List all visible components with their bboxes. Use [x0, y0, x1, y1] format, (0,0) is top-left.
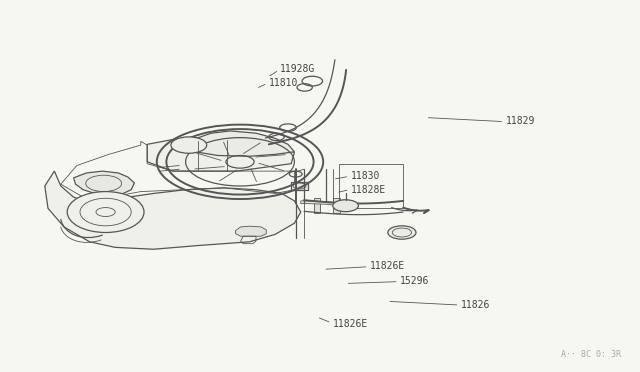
- Text: 11810: 11810: [269, 78, 298, 87]
- Polygon shape: [236, 226, 266, 236]
- Text: 11928G: 11928G: [280, 64, 316, 74]
- Polygon shape: [301, 201, 346, 206]
- Ellipse shape: [67, 192, 144, 232]
- Polygon shape: [291, 182, 308, 190]
- Text: 11826E: 11826E: [370, 261, 405, 271]
- Polygon shape: [314, 198, 320, 213]
- Text: 15296: 15296: [400, 276, 429, 286]
- Polygon shape: [333, 198, 340, 213]
- Text: 11828E: 11828E: [351, 185, 386, 195]
- Ellipse shape: [333, 200, 358, 212]
- Text: A·· 8C 0: 3R: A·· 8C 0: 3R: [561, 350, 621, 359]
- Text: 11830: 11830: [351, 171, 380, 180]
- Polygon shape: [173, 131, 294, 156]
- Ellipse shape: [388, 226, 416, 239]
- Polygon shape: [147, 140, 294, 171]
- Ellipse shape: [171, 137, 207, 153]
- Text: 11826E: 11826E: [333, 319, 368, 328]
- Text: 11826: 11826: [461, 300, 490, 310]
- Polygon shape: [45, 171, 301, 249]
- Polygon shape: [74, 171, 134, 195]
- Text: 11829: 11829: [506, 116, 535, 126]
